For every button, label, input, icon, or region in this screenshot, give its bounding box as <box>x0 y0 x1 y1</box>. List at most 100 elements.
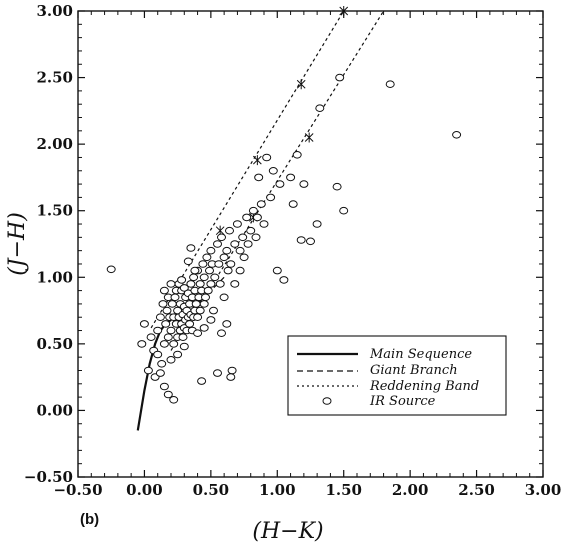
ir-source-points <box>106 73 462 404</box>
ir-source-point <box>155 369 165 377</box>
ir-source-point <box>167 300 177 308</box>
ir-source-point <box>206 316 216 324</box>
ir-source-point <box>153 326 163 335</box>
ir-source-point <box>335 73 345 82</box>
ir-source-point <box>186 280 196 288</box>
ir-source-point <box>296 236 306 244</box>
x-tick-label: 2.50 <box>458 481 495 499</box>
ir-source-point <box>139 320 149 328</box>
ir-source-point <box>178 333 188 342</box>
ir-source-point <box>306 237 315 246</box>
ir-source-point <box>155 313 165 322</box>
ir-source-point <box>219 253 229 262</box>
ir-source-point <box>198 260 208 268</box>
ir-source-point <box>205 266 214 275</box>
ir-source-point <box>254 173 264 182</box>
ir-source-point <box>177 276 187 284</box>
ir-source-point <box>222 246 232 255</box>
ir-source-point <box>292 151 302 159</box>
ir-source-point <box>199 300 209 308</box>
ir-source-point <box>189 273 199 282</box>
reddening-band-marker <box>296 79 306 90</box>
ir-source-point <box>209 306 218 315</box>
ir-source-point <box>452 131 462 139</box>
ir-source-point <box>215 280 225 288</box>
x-tick-label: 3.00 <box>525 481 562 499</box>
ir-source-point <box>186 244 196 252</box>
legend-label-reddening-band: Reddening Band <box>369 379 479 394</box>
ir-source-point <box>248 206 258 215</box>
ir-source-point <box>230 280 240 288</box>
y-tick-label: 2.00 <box>36 135 73 153</box>
ir-source-point <box>272 266 282 275</box>
x-tick-label: 1.50 <box>325 481 362 499</box>
ir-source-point <box>199 273 209 282</box>
ir-source-point <box>251 233 261 242</box>
ir-source-point <box>153 350 163 359</box>
ir-source-point <box>166 356 176 364</box>
y-tick-labels: −0.50 0.00 0.50 1.00 1.50 2.00 2.50 3.00 <box>24 2 73 486</box>
ir-source-point <box>199 324 209 332</box>
ir-source-point <box>206 246 216 255</box>
ir-source-point <box>275 180 285 188</box>
ir-source-point <box>235 246 245 255</box>
ir-source-point <box>159 382 169 391</box>
ir-source-point <box>169 396 179 404</box>
ir-source-point <box>190 266 200 275</box>
ir-source-point <box>213 240 222 248</box>
x-tick-label: 2.00 <box>392 481 429 499</box>
ir-source-point <box>268 167 278 175</box>
ir-source-point <box>206 280 216 288</box>
ir-source-point <box>210 273 220 282</box>
ir-source-point <box>195 306 205 315</box>
reddening-band-marker <box>253 155 262 166</box>
x-tick-labels: −0.50 0.00 0.50 1.00 1.50 2.00 2.50 3.00 <box>53 481 561 499</box>
ir-source-point <box>217 233 226 242</box>
ir-source-point <box>238 233 248 242</box>
ir-source-point <box>193 329 203 338</box>
ir-source-point <box>226 260 236 268</box>
x-tick-label: 1.00 <box>259 481 296 499</box>
ir-source-point <box>385 80 395 88</box>
ir-source-point <box>252 213 262 222</box>
x-tick-label: 0.50 <box>193 481 230 499</box>
ir-source-point <box>163 333 173 342</box>
ir-source-point <box>202 253 212 262</box>
ir-source-point <box>170 293 180 302</box>
ir-source-point <box>230 240 240 248</box>
ir-source-point <box>179 342 189 351</box>
ir-source-point <box>235 266 245 275</box>
ir-source-point <box>191 300 201 308</box>
ir-source-point <box>163 390 173 399</box>
ir-source-point <box>332 182 342 191</box>
ir-source-point <box>203 286 213 295</box>
ir-source-point <box>315 104 325 112</box>
ir-source-point <box>157 360 167 368</box>
ir-source-point <box>242 213 252 222</box>
legend-label-giant-branch: Giant Branch <box>370 363 458 378</box>
x-tick-label: −0.50 <box>53 481 102 499</box>
axis-ticks <box>77 10 544 478</box>
ir-source-point <box>173 350 183 359</box>
legend-label-ir-source: IR Source <box>369 394 436 409</box>
ir-source-point <box>158 300 168 308</box>
ir-source-point <box>161 320 171 328</box>
legend-label-main-sequence: Main Sequence <box>369 347 472 362</box>
ir-source-point <box>259 220 269 228</box>
ir-source-point <box>193 313 203 322</box>
x-axis-title: (H−K) <box>252 519 323 544</box>
x-tick-label: 0.00 <box>126 481 163 499</box>
ir-source-point <box>146 333 156 342</box>
ir-source-point <box>166 280 176 288</box>
ir-source-point <box>137 340 147 348</box>
y-tick-label: 3.00 <box>36 2 73 20</box>
ir-source-point <box>195 280 205 288</box>
ir-source-point <box>185 320 195 328</box>
ir-source-point <box>225 226 234 235</box>
panel-label: (b) <box>80 511 99 528</box>
ir-source-point <box>143 366 153 375</box>
ir-source-point <box>223 266 233 275</box>
ir-source-point <box>312 220 322 228</box>
ir-source-point <box>162 306 172 315</box>
